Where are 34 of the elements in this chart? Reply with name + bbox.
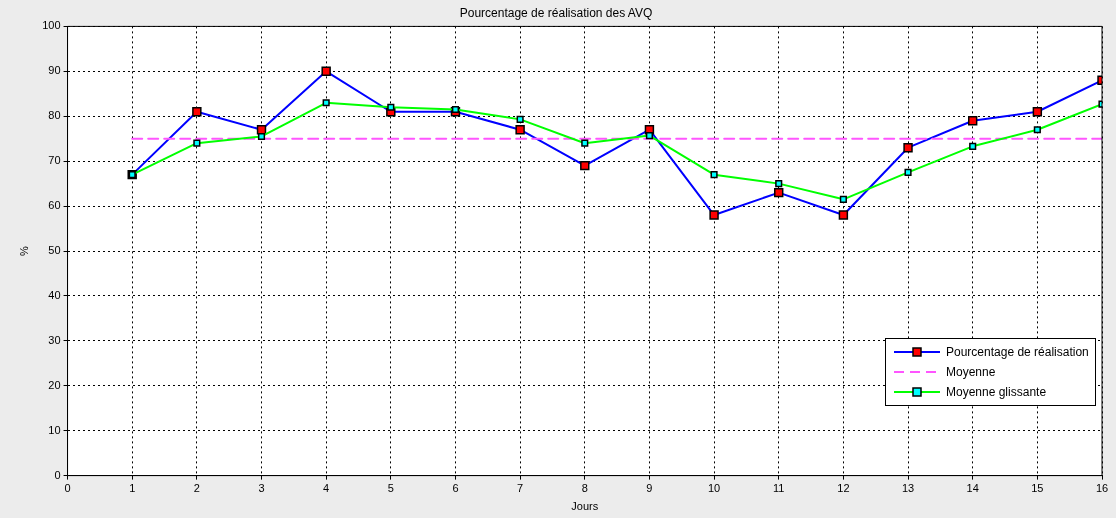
x-tick-label: 4 <box>323 482 330 495</box>
y-axis-title: % <box>17 245 30 256</box>
y-tick-label: 20 <box>48 378 61 391</box>
legend-label: Moyenne <box>946 364 996 379</box>
x-tick-label: 11 <box>773 482 785 495</box>
y-tick-label: 10 <box>48 423 61 436</box>
x-axis-title: Jours <box>571 500 599 513</box>
x-tick-label: 15 <box>1031 482 1044 495</box>
x-tick-label: 3 <box>258 482 265 495</box>
y-tick-label: 30 <box>48 333 61 346</box>
x-tick-label: 6 <box>452 482 459 495</box>
x-tick-label: 12 <box>837 482 850 495</box>
x-tick-label: 1 <box>129 482 136 495</box>
y-tick-label: 100 <box>42 19 61 32</box>
chart-title: Pourcentage de réalisation des AVQ <box>459 5 653 20</box>
y-tick-label: 0 <box>54 468 61 481</box>
x-tick-label: 14 <box>966 482 979 495</box>
x-tick-label: 13 <box>901 482 915 495</box>
y-tick-label: 50 <box>48 244 61 257</box>
y-tick-label: 40 <box>48 288 61 301</box>
y-tick-label: 60 <box>48 199 61 212</box>
x-tick-label: 8 <box>581 482 588 495</box>
x-tick-label: 7 <box>517 482 524 495</box>
y-tick-label: 80 <box>48 109 61 122</box>
x-tick-label: 0 <box>64 482 71 495</box>
y-tick-label: 90 <box>48 64 61 77</box>
x-tick-label: 2 <box>193 482 200 495</box>
legend-label: Moyenne glissante <box>946 384 1047 399</box>
y-tick-label: 70 <box>48 154 61 167</box>
legend-label: Pourcentage de réalisation <box>946 344 1089 359</box>
x-tick-label: 9 <box>646 482 653 495</box>
x-tick-label: 5 <box>387 482 394 495</box>
x-tick-label: 16 <box>1095 482 1109 495</box>
x-tick-label: 10 <box>707 482 721 495</box>
